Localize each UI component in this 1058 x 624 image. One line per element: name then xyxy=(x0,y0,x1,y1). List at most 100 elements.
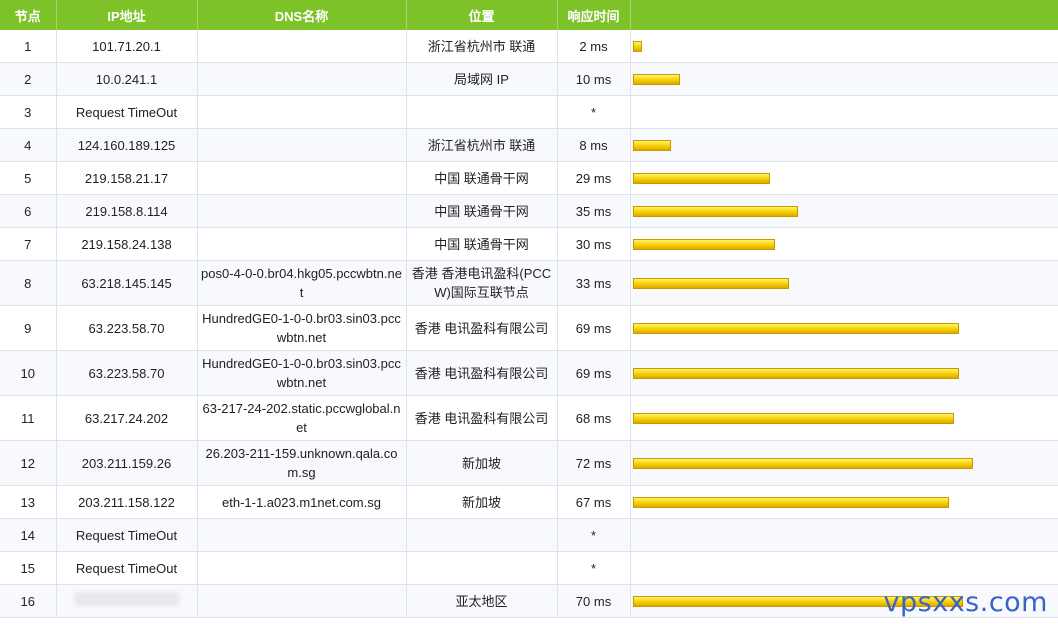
time-cell: * xyxy=(557,518,631,552)
dns-cell xyxy=(197,584,407,618)
bar-cell xyxy=(630,128,1058,162)
header-dns: DNS名称 xyxy=(197,0,407,30)
ip-cell: 219.158.8.114 xyxy=(56,194,198,228)
time-cell: * xyxy=(557,551,631,585)
hop-cell: 5 xyxy=(0,161,57,195)
bar-cell xyxy=(630,95,1058,129)
ip-cell: 203.211.159.26 xyxy=(56,440,198,486)
bar-cell xyxy=(630,30,1058,63)
bar-cell xyxy=(630,194,1058,228)
header-bar xyxy=(630,0,1058,30)
ip-cell: 63.223.58.70 xyxy=(56,305,198,351)
response-time-bar xyxy=(632,412,954,424)
bar-cell xyxy=(630,161,1058,195)
response-time-bar xyxy=(632,238,775,250)
time-cell: 30 ms xyxy=(557,227,631,261)
hop-cell: 10 xyxy=(0,350,57,396)
dns-cell xyxy=(197,551,407,585)
table-row: 12 203.211.159.26 26.203-211-159.unknown.q… xyxy=(0,440,1058,486)
location-cell: 新加坡 xyxy=(406,485,558,519)
bar-cell xyxy=(630,395,1058,441)
table-row: 9 63.223.58.70 HundredGE0-1-0-0.br03.sin03… xyxy=(0,305,1058,351)
location-cell: 新加坡 xyxy=(406,440,558,486)
bar-cell xyxy=(630,350,1058,396)
header-row: 节点 IP地址 DNS名称 位置 响应时间 xyxy=(0,0,1058,30)
ip-cell: 63.223.58.70 xyxy=(56,350,198,396)
hop-cell: 1 xyxy=(0,30,57,63)
hop-cell: 8 xyxy=(0,260,57,306)
header-hop: 节点 xyxy=(0,0,57,30)
response-time-bar xyxy=(632,73,680,85)
table-row: 2 10.0.241.1 局域网 IP 10 ms xyxy=(0,62,1058,96)
time-cell: 72 ms xyxy=(557,440,631,486)
table-row: 1 101.71.20.1 浙江省杭州市 联通 2 ms xyxy=(0,30,1058,63)
time-cell: 2 ms xyxy=(557,30,631,63)
response-time-bar xyxy=(632,496,949,508)
bar-cell xyxy=(630,485,1058,519)
location-cell: 中国 联通骨干网 xyxy=(406,194,558,228)
dns-cell: pos0-4-0-0.br04.hkg05.pccwbtn.net xyxy=(197,260,407,306)
table-row: 7 219.158.24.138 中国 联通骨干网 30 ms xyxy=(0,227,1058,261)
dns-cell: 26.203-211-159.unknown.qala.com.sg xyxy=(197,440,407,486)
time-cell: 68 ms xyxy=(557,395,631,441)
hop-cell: 12 xyxy=(0,440,57,486)
location-cell: 中国 联通骨干网 xyxy=(406,161,558,195)
hop-cell: 13 xyxy=(0,485,57,519)
time-cell: 70 ms xyxy=(557,584,631,618)
dns-cell xyxy=(197,518,407,552)
time-cell: 69 ms xyxy=(557,305,631,351)
header-location: 位置 xyxy=(406,0,558,30)
table-row: 6 219.158.8.114 中国 联通骨干网 35 ms xyxy=(0,194,1058,228)
response-time-bar xyxy=(632,172,770,184)
header-ip: IP地址 xyxy=(56,0,198,30)
location-cell: 香港 电讯盈科有限公司 xyxy=(406,305,558,351)
location-cell xyxy=(406,518,558,552)
bar-cell xyxy=(630,260,1058,306)
location-cell xyxy=(406,551,558,585)
table-row: 16 亚太地区 70 ms xyxy=(0,584,1058,618)
time-cell: 69 ms xyxy=(557,350,631,396)
bar-cell xyxy=(630,551,1058,585)
response-time-bar xyxy=(632,277,789,289)
dns-cell: HundredGE0-1-0-0.br03.sin03.pccwbtn.net xyxy=(197,350,407,396)
redacted-ip xyxy=(74,591,179,606)
watermark: vpsxxs.com xyxy=(883,587,1048,618)
ip-cell: 63.218.145.145 xyxy=(56,260,198,306)
table-row: 13 203.211.158.122 eth-1-1.a023.m1net.com.… xyxy=(0,485,1058,519)
dns-cell: eth-1-1.a023.m1net.com.sg xyxy=(197,485,407,519)
table-row: 14 Request TimeOut * xyxy=(0,518,1058,552)
ip-cell: 219.158.24.138 xyxy=(56,227,198,261)
table-row: 10 63.223.58.70 HundredGE0-1-0-0.br03.sin0… xyxy=(0,350,1058,396)
location-cell: 浙江省杭州市 联通 xyxy=(406,128,558,162)
time-cell: 29 ms xyxy=(557,161,631,195)
hop-cell: 14 xyxy=(0,518,57,552)
response-time-bar xyxy=(632,40,642,52)
response-time-bar xyxy=(632,595,963,607)
bar-cell xyxy=(630,584,1058,618)
dns-cell xyxy=(197,30,407,63)
dns-cell: HundredGE0-1-0-0.br03.sin03.pccwbtn.net xyxy=(197,305,407,351)
ip-cell: 101.71.20.1 xyxy=(56,30,198,63)
hop-cell: 11 xyxy=(0,395,57,441)
table-row: 15 Request TimeOut * xyxy=(0,551,1058,585)
location-cell: 浙江省杭州市 联通 xyxy=(406,30,558,63)
dns-cell: 63-217-24-202.static.pccwglobal.net xyxy=(197,395,407,441)
bar-cell xyxy=(630,305,1058,351)
location-cell: 局域网 IP xyxy=(406,62,558,96)
bar-cell xyxy=(630,518,1058,552)
dns-cell xyxy=(197,161,407,195)
ip-cell: Request TimeOut xyxy=(56,95,198,129)
response-time-bar xyxy=(632,139,671,151)
table-row: 4 124.160.189.125 浙江省杭州市 联通 8 ms xyxy=(0,128,1058,162)
hop-cell: 3 xyxy=(0,95,57,129)
hop-cell: 16 xyxy=(0,584,57,618)
dns-cell xyxy=(197,62,407,96)
ip-cell: 203.211.158.122 xyxy=(56,485,198,519)
response-time-bar xyxy=(632,367,959,379)
hop-cell: 15 xyxy=(0,551,57,585)
time-cell: 35 ms xyxy=(557,194,631,228)
hop-cell: 2 xyxy=(0,62,57,96)
dns-cell xyxy=(197,194,407,228)
location-cell: 亚太地区 xyxy=(406,584,558,618)
location-cell: 香港 电讯盈科有限公司 xyxy=(406,350,558,396)
